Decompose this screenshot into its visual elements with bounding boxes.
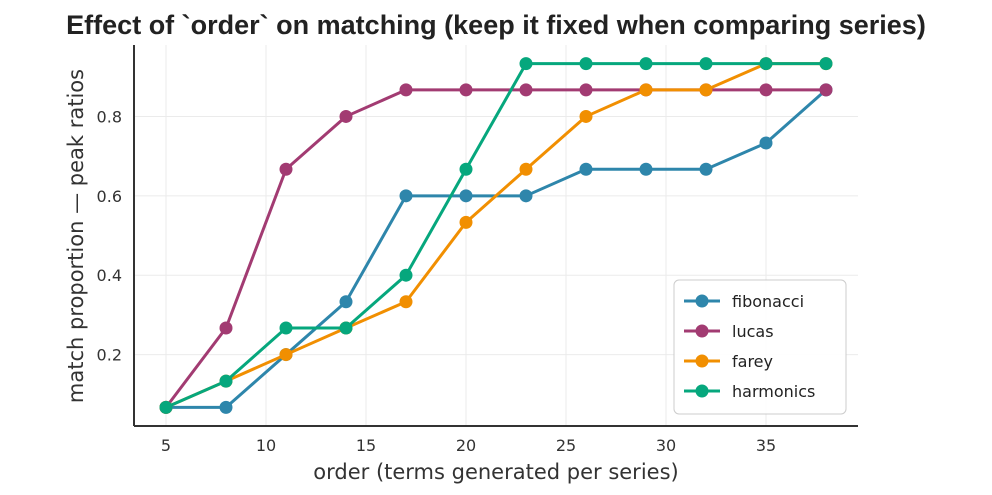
- y-tick-label: 0.4: [97, 266, 122, 285]
- data-point: [759, 57, 773, 71]
- data-point: [519, 189, 533, 203]
- data-point: [339, 109, 353, 123]
- data-point: [219, 374, 233, 388]
- legend-item-farey: farey: [684, 352, 773, 371]
- data-point: [819, 83, 833, 97]
- plot-series: [159, 57, 833, 414]
- x-tick-label: 35: [756, 436, 776, 455]
- data-point: [699, 162, 713, 176]
- series-harmonics: [159, 57, 833, 414]
- chart-title: Effect of `order` on matching (keep it f…: [66, 10, 926, 40]
- series-line: [164, 88, 828, 409]
- legend-marker: [695, 384, 709, 398]
- data-point: [579, 83, 593, 97]
- y-axis: 0.2 0.4 0.6 0.8: [97, 45, 135, 426]
- data-point: [399, 268, 413, 282]
- data-point: [339, 321, 353, 335]
- data-point: [579, 109, 593, 123]
- x-tick-label: 10: [256, 436, 276, 455]
- data-point: [459, 162, 473, 176]
- legend-marker: [695, 354, 709, 368]
- data-point: [459, 215, 473, 229]
- x-tick-label: 20: [456, 436, 476, 455]
- legend-label: farey: [732, 352, 773, 371]
- y-axis-label: match proportion — peak ratios: [64, 69, 88, 403]
- x-axis-label: order (terms generated per series): [313, 460, 678, 484]
- data-point: [399, 189, 413, 203]
- x-axis: 5 10 15 20 25 30 35: [134, 425, 858, 455]
- data-point: [579, 57, 593, 71]
- data-point: [639, 83, 653, 97]
- legend-marker: [695, 324, 709, 338]
- x-tick-label: 15: [356, 436, 376, 455]
- legend-item-fibonacci: fibonacci: [684, 292, 804, 311]
- data-point: [399, 83, 413, 97]
- y-tick-label: 0.6: [97, 187, 122, 206]
- data-point: [459, 189, 473, 203]
- data-point: [279, 162, 293, 176]
- data-point: [219, 400, 233, 414]
- x-tick-label: 5: [161, 436, 171, 455]
- data-point: [699, 57, 713, 71]
- data-point: [759, 136, 773, 150]
- data-point: [399, 295, 413, 309]
- data-point: [279, 321, 293, 335]
- data-point: [759, 83, 773, 97]
- x-tick-label: 25: [556, 436, 576, 455]
- data-point: [639, 162, 653, 176]
- legend-box: [673, 279, 847, 415]
- data-point: [159, 400, 173, 414]
- data-point: [519, 162, 533, 176]
- legend-label: lucas: [732, 322, 774, 341]
- x-tick-label: 30: [656, 436, 676, 455]
- series-line: [164, 62, 828, 409]
- data-point: [279, 348, 293, 362]
- legend-label: harmonics: [732, 382, 815, 401]
- y-tick-label: 0.8: [97, 107, 122, 126]
- data-point: [339, 295, 353, 309]
- data-point: [699, 83, 713, 97]
- legend-marker: [695, 294, 709, 308]
- data-point: [459, 83, 473, 97]
- y-tick-label: 0.2: [97, 346, 122, 365]
- data-point: [219, 321, 233, 335]
- data-point: [639, 57, 653, 71]
- data-point: [579, 162, 593, 176]
- data-point: [819, 57, 833, 71]
- series-line: [164, 62, 828, 409]
- legend-label: fibonacci: [732, 292, 804, 311]
- legend: fibonacci lucas farey harmonics: [673, 279, 847, 415]
- legend-item-harmonics: harmonics: [684, 382, 815, 401]
- data-point: [519, 57, 533, 71]
- data-point: [519, 83, 533, 97]
- legend-item-lucas: lucas: [684, 322, 774, 341]
